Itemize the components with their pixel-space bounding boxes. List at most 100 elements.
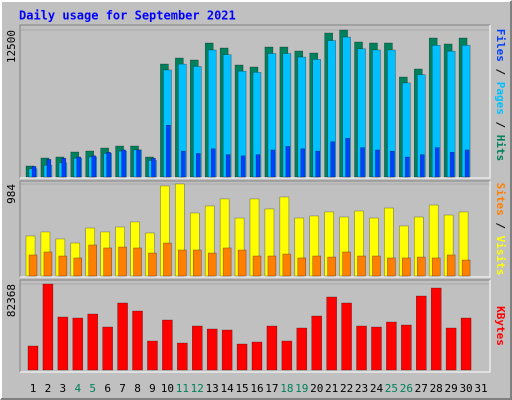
bar <box>181 150 186 178</box>
bar <box>58 255 68 277</box>
x-tick-label: 10 <box>161 382 174 395</box>
x-tick-label: 9 <box>149 382 156 395</box>
bar <box>252 255 262 277</box>
bar <box>330 141 335 178</box>
bar <box>162 319 173 371</box>
bar <box>315 150 320 178</box>
bar <box>43 251 53 277</box>
bar <box>420 154 425 178</box>
bar <box>312 255 321 277</box>
bar <box>267 255 277 277</box>
bar <box>118 246 127 277</box>
x-tick-label: 19 <box>295 382 308 395</box>
x-tick-label: 20 <box>310 382 323 395</box>
bar <box>311 315 322 371</box>
bar <box>27 345 39 371</box>
bar <box>73 257 83 277</box>
bar <box>166 125 171 178</box>
bar <box>121 149 126 178</box>
x-tick-label: 13 <box>206 382 219 395</box>
bar <box>300 148 306 178</box>
bar <box>372 255 381 277</box>
x-tick-label: 12 <box>191 382 204 395</box>
bar <box>163 242 172 277</box>
panel-border-light <box>20 280 491 373</box>
bar <box>225 154 231 178</box>
x-tick-label: 30 <box>459 382 472 395</box>
legend-entry: Files <box>494 29 507 62</box>
bar <box>255 154 261 178</box>
bar <box>405 156 410 178</box>
bar <box>460 317 472 371</box>
y-tick-label: 984 <box>5 184 18 204</box>
x-tick-label: 18 <box>280 382 293 395</box>
x-tick-label: 11 <box>176 382 189 395</box>
bar <box>461 259 471 277</box>
bar <box>327 256 336 277</box>
bar <box>345 137 350 178</box>
panel-border-light <box>20 181 491 278</box>
bar <box>31 166 37 178</box>
legend-entry: Pages <box>494 82 507 115</box>
bar <box>341 302 352 371</box>
bar <box>417 256 426 277</box>
bar <box>342 251 351 277</box>
x-tick-label: 31 <box>474 382 487 395</box>
bar <box>132 310 143 371</box>
bar <box>207 252 217 277</box>
bar <box>356 325 367 371</box>
x-tick-label: 1 <box>30 382 37 395</box>
x-tick-label: 28 <box>430 382 443 395</box>
bar <box>266 325 278 371</box>
x-tick-label: 16 <box>250 382 263 395</box>
bar <box>285 146 291 178</box>
panel-border-dark <box>19 180 490 277</box>
panel-border-dark <box>19 279 490 372</box>
bar <box>464 149 470 178</box>
legend-separator: / <box>494 122 507 129</box>
bar <box>221 329 233 371</box>
bar <box>371 326 382 371</box>
legend-entry: Hits <box>494 135 507 162</box>
y-tick-label: 12500 <box>5 30 18 63</box>
y-tick-label: 82368 <box>5 284 18 317</box>
legend: Sites / Visits <box>494 183 507 276</box>
bar <box>46 159 52 178</box>
bar <box>240 155 246 178</box>
legend-entry: Visits <box>494 236 507 276</box>
chart-title: Daily usage for September 2021 <box>19 9 236 23</box>
bar <box>401 324 412 371</box>
bar <box>236 343 248 371</box>
legend-separator: / <box>494 69 507 76</box>
bar <box>57 316 69 371</box>
bar <box>151 157 156 178</box>
bar <box>390 150 395 178</box>
x-tick-label: 21 <box>325 382 338 395</box>
bar <box>106 152 111 178</box>
x-tick-label: 5 <box>89 382 96 395</box>
x-tick-label: 4 <box>74 382 81 395</box>
bar <box>375 149 380 178</box>
bar <box>210 148 216 178</box>
x-tick-label: 26 <box>400 382 413 395</box>
bar <box>296 327 308 371</box>
x-tick-label: 6 <box>104 382 111 395</box>
bar <box>28 254 38 277</box>
bar <box>222 247 232 277</box>
bar <box>431 257 441 277</box>
bar <box>446 254 456 277</box>
bar <box>251 341 263 371</box>
bar <box>387 257 396 277</box>
panel-border-light <box>20 25 491 179</box>
bar <box>72 317 84 371</box>
bar <box>360 147 365 178</box>
x-tick-label: 14 <box>221 382 235 395</box>
bar <box>402 257 411 277</box>
x-tick-label: 15 <box>235 382 248 395</box>
bar <box>102 326 113 371</box>
bar <box>430 287 442 371</box>
x-tick-label: 27 <box>415 382 428 395</box>
